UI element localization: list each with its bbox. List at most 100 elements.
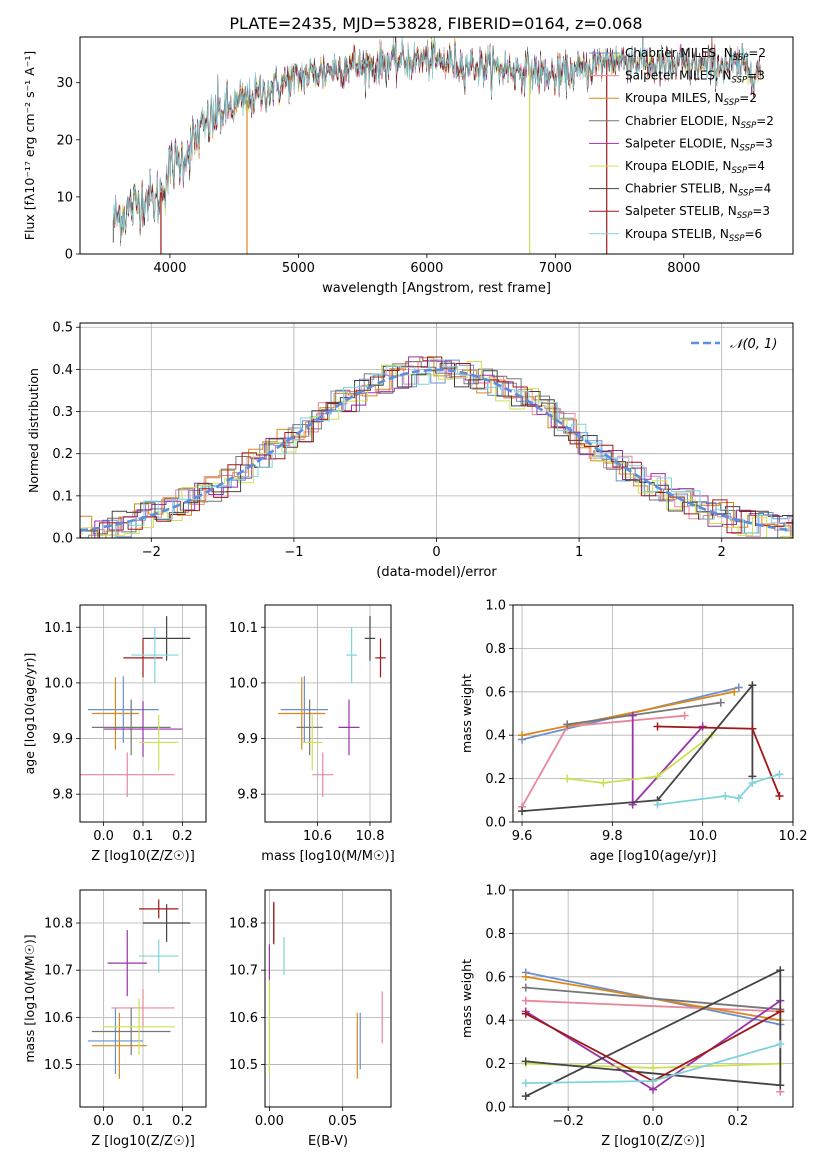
- y-axis-label: mass weight: [459, 959, 474, 1038]
- x-tick-label: 10.6: [303, 829, 332, 844]
- mass-weight-marker: [521, 1057, 530, 1066]
- panel-mass-vs-Z: 0.0 0.1 0.2 10.5 10.6 10.7 10.8 Z [log10(Z/Z☉)]…: [22, 889, 207, 1149]
- histogram-series-step: [80, 359, 793, 538]
- residuals-legend: 𝒩(0, 1): [691, 337, 777, 352]
- mass-weight-marker: [698, 722, 707, 731]
- axes-frame: [79, 36, 794, 255]
- mass-weight-marker: [748, 724, 757, 733]
- y-tick-label: 9.8: [237, 788, 258, 803]
- x-tick-label: 0.0: [643, 1114, 664, 1129]
- mass-weight-line: [657, 725, 781, 797]
- x-tick-label: 7000: [539, 261, 572, 276]
- y-tick-label: 0.0: [485, 816, 506, 831]
- y-tick-label: 30: [56, 76, 73, 91]
- mass-weight-marker: [716, 698, 725, 707]
- legend-entry: Kroupa STELIB, NSSP=6: [625, 227, 762, 244]
- y-tick-label: 0.8: [485, 642, 506, 657]
- x-tick-label: 10.2: [779, 829, 808, 844]
- legend-entry: Chabrier MILES, NSSP=2: [625, 46, 766, 63]
- y-tick-label: 10: [56, 190, 73, 205]
- mass-weight-marker: [628, 711, 637, 720]
- mass-weight-line: [521, 690, 735, 737]
- x-axis-label: Z [log10(Z/Z☉)]: [601, 1134, 705, 1149]
- histogram-series-step: [80, 357, 793, 538]
- x-tick-label: 0.2: [172, 1114, 193, 1129]
- x-tick-label: 2: [718, 545, 726, 560]
- y-tick-label: 10.6: [229, 1011, 258, 1026]
- panel-spectrum: 4000 5000 6000 7000 8000 0 10 20 30 wavelength [A…: [22, 36, 794, 296]
- mass-weight-marker: [521, 1009, 530, 1018]
- x-tick-label: 0.2: [172, 829, 193, 844]
- x-tick-label: 0.2: [728, 1114, 749, 1129]
- y-tick-label: 0.2: [485, 772, 506, 787]
- mass-weight-line: [567, 701, 721, 726]
- figure-title: PLATE=2435, MJD=53828, FIBERID=0164, z=0…: [229, 14, 642, 33]
- y-tick-label: 9.9: [237, 732, 258, 747]
- y-tick-label: 9.8: [52, 788, 73, 803]
- mass-weight-marker: [649, 1063, 657, 1072]
- x-tick-label: 10.0: [688, 829, 717, 844]
- y-tick-label: 0.8: [485, 927, 506, 942]
- y-axis-label: mass [log10(M/M☉)]: [22, 934, 37, 1062]
- mass-weight-marker: [521, 1079, 530, 1088]
- x-tick-label: 6000: [410, 261, 443, 276]
- x-tick-label: 0.0: [93, 829, 114, 844]
- legend-entry: Kroupa MILES, NSSP=2: [625, 91, 757, 108]
- y-tick-label: 0.0: [485, 1101, 506, 1116]
- panel-age-vs-mass: 10.6 10.8 9.8 9.9 10.0 10.1 mass [log10(M/M☉)]: [229, 604, 395, 864]
- y-tick-label: 10.8: [44, 917, 73, 932]
- spectrum-series-line: [113, 37, 762, 241]
- axes-frame: [79, 604, 207, 823]
- legend-entry: Chabrier ELODIE, NSSP=2: [625, 114, 774, 131]
- y-tick-label: 0.6: [485, 970, 506, 985]
- axes-frame: [264, 604, 392, 823]
- mass-weight-marker: [776, 966, 785, 975]
- x-tick-label: −0.2: [552, 1114, 584, 1129]
- mass-weight-marker: [748, 681, 757, 690]
- plot-area: [278, 616, 386, 797]
- x-tick-label: 1: [575, 545, 583, 560]
- x-axis-label: (data-model)/error: [376, 565, 497, 580]
- plot-area: [80, 356, 793, 538]
- histogram-series-step: [80, 361, 793, 538]
- mass-weight-marker: [563, 720, 572, 729]
- x-axis-label: mass [log10(M/M☉)]: [261, 849, 394, 864]
- y-tick-label: 10.8: [229, 917, 258, 932]
- plot-area: [87, 899, 191, 1079]
- mass-weight-line: [567, 734, 713, 784]
- mass-weight-line: [525, 968, 782, 1098]
- x-tick-label: 0: [432, 545, 440, 560]
- x-tick-label: 4000: [153, 261, 186, 276]
- axes-frame: [512, 604, 794, 823]
- x-tick-label: −2: [142, 545, 161, 560]
- y-tick-label: 10.5: [44, 1058, 73, 1073]
- y-tick-label: 0.5: [52, 321, 73, 336]
- panel-weight-vs-Z: −0.2 0.0 0.2 0.0 0.2 0.4 0.6 0.8 1.0 Z [log10(Z/Z…: [459, 884, 794, 1149]
- y-axis-label: Normed distribution: [26, 368, 41, 493]
- y-tick-label: 1.0: [485, 599, 506, 614]
- mass-weight-marker: [775, 770, 784, 779]
- y-tick-label: 10.1: [229, 621, 258, 636]
- x-tick-label: 5000: [282, 261, 315, 276]
- x-tick-label: 10.8: [356, 829, 385, 844]
- legend-entry: Salpeter ELODIE, NSSP=3: [625, 136, 773, 153]
- y-tick-label: 0.2: [52, 447, 73, 462]
- y-axis-label: mass weight: [459, 674, 474, 753]
- spectrum-legend: Chabrier MILES, NSSP=2 Salpeter MILES, NS…: [589, 46, 774, 244]
- x-tick-label: 8000: [667, 261, 700, 276]
- plot-area: [518, 681, 784, 816]
- mass-weight-marker: [776, 1040, 785, 1049]
- x-tick-label: 9.6: [512, 829, 533, 844]
- y-tick-label: 10.7: [44, 964, 73, 979]
- histogram-series-step: [80, 356, 793, 538]
- mass-weight-marker: [748, 778, 757, 787]
- y-tick-label: 0.3: [52, 405, 73, 420]
- plot-area: [268, 901, 383, 1079]
- mass-weight-marker: [518, 731, 527, 740]
- y-tick-label: 20: [56, 133, 73, 148]
- mass-weight-marker: [563, 774, 572, 783]
- mass-weight-marker: [776, 1081, 785, 1090]
- axes-frame: [512, 889, 794, 1108]
- y-tick-label: 0: [65, 248, 73, 263]
